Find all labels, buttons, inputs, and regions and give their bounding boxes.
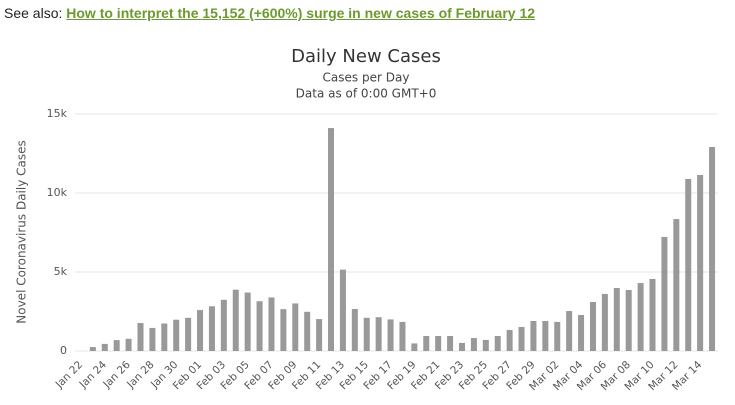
bar xyxy=(304,311,311,351)
bar xyxy=(173,319,180,351)
bar xyxy=(280,309,287,351)
see-also-prefix: See also: xyxy=(4,5,63,21)
bar xyxy=(578,314,585,351)
bar xyxy=(482,339,489,351)
bar xyxy=(113,340,120,351)
bar xyxy=(232,289,239,351)
bar xyxy=(363,317,370,351)
bar xyxy=(530,320,537,351)
bar xyxy=(566,311,573,351)
bar xyxy=(339,269,346,351)
bar xyxy=(185,317,192,351)
bar xyxy=(458,342,465,351)
bar xyxy=(161,323,168,351)
see-also-link[interactable]: How to interpret the 15,152 (+600%) surg… xyxy=(66,5,536,21)
bar xyxy=(685,178,692,351)
bar xyxy=(399,321,406,351)
bar xyxy=(554,321,561,351)
bar xyxy=(220,299,227,351)
bar xyxy=(518,326,525,351)
bar xyxy=(101,343,108,351)
bar xyxy=(613,287,620,351)
bar xyxy=(470,338,477,351)
bar xyxy=(137,323,144,351)
bar xyxy=(447,335,454,351)
bar xyxy=(697,174,704,351)
bar xyxy=(709,147,716,351)
bar xyxy=(375,317,382,351)
bar xyxy=(208,306,215,351)
bar xyxy=(292,303,299,351)
bar xyxy=(411,343,418,351)
bar xyxy=(268,297,275,351)
bar xyxy=(435,335,442,351)
y-tick-label: 0 xyxy=(60,344,67,357)
bar xyxy=(244,292,251,351)
bar xyxy=(542,320,549,351)
chart-subtitle: Data as of 0:00 GMT+0 xyxy=(296,87,437,101)
bar xyxy=(661,236,668,351)
bar xyxy=(197,310,204,351)
y-tick-label: 5k xyxy=(54,265,68,278)
bar xyxy=(387,319,394,351)
bar xyxy=(637,283,644,351)
y-axis-label: Novel Coronavirus Daily Cases xyxy=(15,140,29,323)
bar xyxy=(316,319,323,351)
bar xyxy=(328,128,335,351)
bar xyxy=(494,335,501,351)
bar xyxy=(423,335,430,351)
y-tick-label: 10k xyxy=(47,186,68,199)
y-tick-label: 15k xyxy=(47,107,68,120)
bar xyxy=(673,219,680,351)
bar xyxy=(649,278,656,351)
chart-subtitle: Cases per Day xyxy=(323,71,410,85)
bar xyxy=(351,308,358,351)
chart-title: Daily New Cases xyxy=(291,46,441,67)
bar xyxy=(601,293,608,351)
bar xyxy=(589,302,596,351)
bar xyxy=(89,347,96,351)
bar xyxy=(125,338,132,351)
bar xyxy=(506,329,513,351)
bar xyxy=(256,301,263,351)
see-also: See also: How to interpret the 15,152 (+… xyxy=(4,5,535,21)
bar xyxy=(149,327,156,351)
bar xyxy=(625,290,632,351)
